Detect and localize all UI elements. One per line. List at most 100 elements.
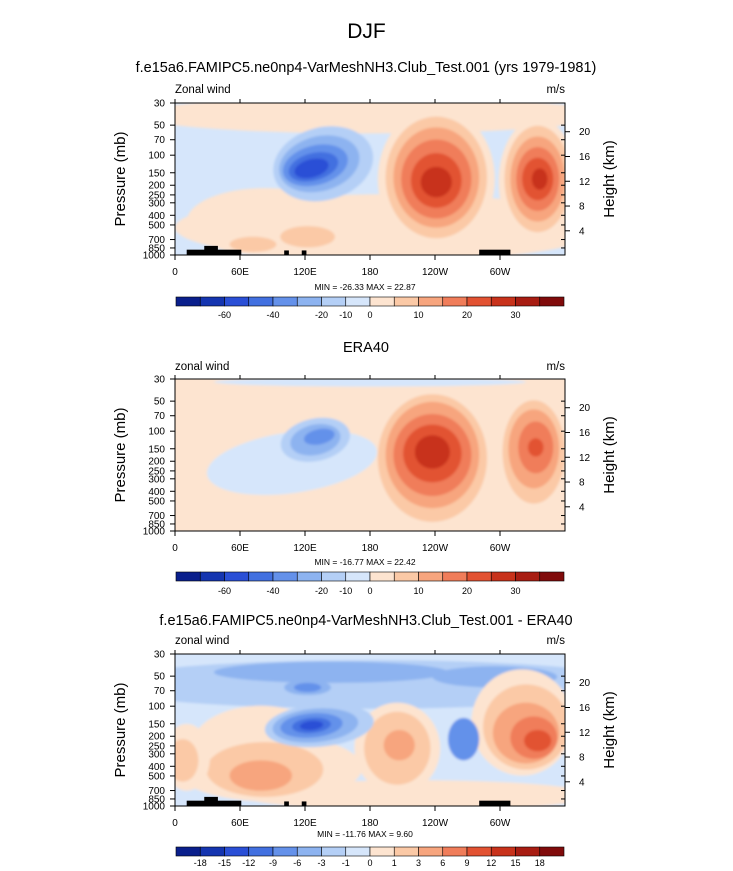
colorbar-box: [393, 571, 419, 582]
colorbar-box: [175, 296, 201, 307]
height-tick-label: 12: [579, 177, 591, 188]
height-tick-label: 20: [579, 403, 591, 414]
colorbar-label: 20: [462, 310, 472, 320]
colorbar-box: [490, 846, 516, 857]
colorbar-box: [369, 296, 395, 307]
colorbar-box: [321, 846, 347, 857]
colorbar-label: -60: [218, 586, 231, 596]
colorbar-box: [175, 571, 201, 582]
height-tick-label: 4: [579, 777, 585, 788]
y-tick-label: 300: [148, 749, 165, 760]
y-axis-label: Pressure (mb): [112, 407, 129, 502]
contour-region: [280, 226, 335, 248]
y-tick-label: 150: [148, 168, 165, 179]
x-tick-label: 60W: [490, 818, 511, 829]
colorbar-box: [248, 571, 274, 582]
height-tick-label: 4: [579, 226, 585, 237]
terrain-block: [204, 796, 218, 806]
y-tick-label: 300: [148, 474, 165, 485]
contour-field: [175, 654, 565, 806]
contour-region: [229, 760, 292, 791]
colorbar-label: 15: [510, 858, 520, 868]
colorbar-label: -60: [218, 310, 231, 320]
colorbar-box: [272, 296, 298, 307]
contour-field: [175, 103, 565, 255]
terrain-block: [479, 249, 511, 255]
y-tick-label: 100: [148, 151, 165, 162]
colorbar-box: [345, 296, 371, 307]
contour-region: [420, 166, 452, 198]
colorbar-label: -15: [218, 858, 231, 868]
contour-region: [229, 236, 277, 252]
colorbar-box: [321, 296, 347, 307]
contour-region: [303, 428, 335, 445]
contour-region: [524, 730, 552, 752]
x-tick-label: 120E: [293, 818, 317, 829]
colorbar-label: -20: [315, 586, 328, 596]
terrain-block: [301, 250, 307, 255]
colorbar-label: -1: [342, 858, 350, 868]
colorbar-box: [248, 296, 274, 307]
height-tick-label: 16: [579, 428, 591, 439]
colorbar-label: -40: [266, 310, 279, 320]
min-max-stats: MIN = -16.77 MAX = 22.42: [314, 557, 415, 567]
y-tick-label: 100: [148, 427, 165, 438]
y-tick-label: 100: [148, 702, 165, 713]
y-tick-label: 400: [148, 762, 165, 773]
colorbar-box: [321, 571, 347, 582]
y-tick-label: 700: [148, 511, 165, 522]
y-tick-label: 200: [148, 732, 165, 743]
colorbar-box: [466, 846, 492, 857]
y-tick-label: 50: [154, 672, 166, 683]
field-label: zonal wind: [175, 361, 229, 373]
colorbar-box: [248, 846, 274, 857]
colorbar-box: [296, 846, 322, 857]
panel-title: f.e15a6.FAMIPC5.ne0np4-VarMeshNH3.Club_T…: [136, 60, 597, 76]
height-axis-label: Height (km): [601, 140, 618, 218]
colorbar-label: -12: [242, 858, 255, 868]
y-tick-label: 70: [154, 686, 166, 697]
min-max-stats: MIN = -26.33 MAX = 22.87: [314, 282, 415, 292]
colorbar-box: [418, 571, 444, 582]
height-tick-label: 20: [579, 678, 591, 689]
colorbar-label: 12: [486, 858, 496, 868]
colorbar-box: [224, 296, 250, 307]
y-tick-label: 700: [148, 235, 165, 246]
contour-region: [214, 661, 448, 683]
y-axis-label: Pressure (mb): [112, 131, 129, 226]
x-tick-label: 60E: [231, 818, 249, 829]
colorbar-label: -20: [315, 310, 328, 320]
colorbar-box: [539, 846, 565, 857]
y-tick-label: 850: [148, 243, 165, 254]
y-tick-label: 200: [148, 181, 165, 192]
y-tick-label: 30: [154, 650, 166, 661]
colorbar-box: [175, 846, 201, 857]
x-tick-label: 120E: [293, 543, 317, 554]
colorbar-box: [442, 846, 468, 857]
colorbar-box: [539, 296, 565, 307]
y-axis-label: Pressure (mb): [112, 682, 129, 777]
contour-region: [531, 168, 548, 190]
y-tick-label: 400: [148, 211, 165, 222]
colorbar-label: 10: [413, 586, 423, 596]
height-tick-label: 12: [579, 453, 591, 464]
colorbar-label: -3: [317, 858, 325, 868]
colorbar-box: [199, 571, 225, 582]
colorbar-label: -9: [269, 858, 277, 868]
contour-region: [175, 739, 199, 782]
y-tick-label: 500: [148, 220, 165, 231]
colorbar-box: [199, 296, 225, 307]
terrain-block: [284, 801, 289, 806]
contour-region: [383, 730, 415, 761]
x-tick-label: 0: [172, 267, 178, 278]
colorbar-label: 9: [464, 858, 469, 868]
colorbar-label: 30: [510, 586, 520, 596]
colorbar-box: [393, 846, 419, 857]
colorbar-label: 0: [367, 858, 372, 868]
colorbar: [175, 296, 565, 307]
field-label: Zonal wind: [175, 84, 231, 96]
units-label: m/s: [546, 635, 565, 647]
y-tick-label: 30: [154, 375, 166, 386]
y-tick-label: 50: [154, 121, 166, 132]
